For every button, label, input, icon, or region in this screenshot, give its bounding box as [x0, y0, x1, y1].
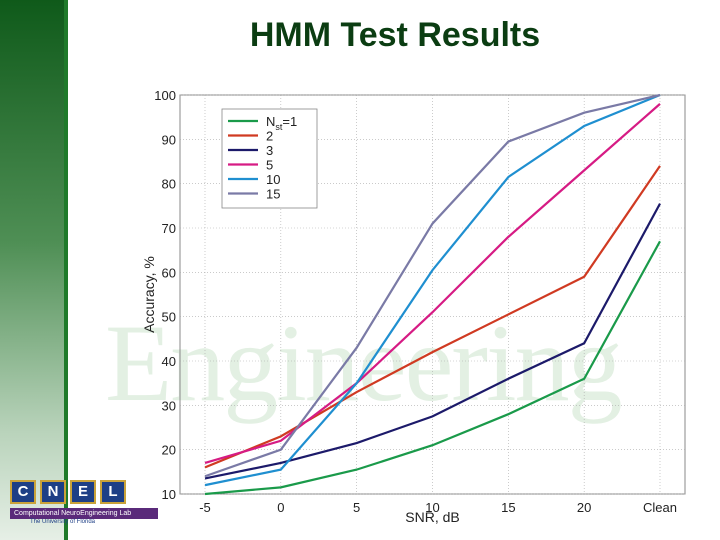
y-tick-label: 100	[154, 88, 176, 103]
y-tick-label: 70	[162, 221, 176, 236]
legend-label: 10	[266, 172, 280, 187]
watermark-text: Engineering	[105, 302, 623, 424]
y-axis-label: Accuracy, %	[141, 256, 157, 333]
legend-label: 2	[266, 129, 273, 144]
x-tick-label: -5	[199, 500, 211, 515]
series-line	[204, 93, 661, 487]
x-tick-label: 0	[277, 500, 284, 515]
y-tick-label: 80	[162, 177, 176, 192]
slide-title: HMM Test Results	[249, 16, 541, 54]
y-tick-label: 60	[162, 265, 176, 280]
legend-box	[221, 108, 318, 209]
logo-letters: C N E L	[10, 480, 170, 504]
sidebar-gradient	[0, 0, 64, 540]
logo-letter: C	[10, 480, 36, 504]
x-tick-label: 10	[425, 500, 439, 515]
y-tick-label: 50	[162, 310, 176, 325]
legend-label: 15	[266, 187, 280, 202]
y-tick-label: 90	[162, 132, 176, 147]
x-tick-label: 5	[353, 500, 360, 515]
logo-letter: L	[100, 480, 126, 504]
legend-label: Nst=1	[266, 114, 297, 132]
y-tick-label: 40	[162, 354, 176, 369]
logo-letter: E	[70, 480, 96, 504]
series-line	[204, 165, 661, 469]
series-line	[204, 240, 661, 496]
logo-letter: N	[40, 480, 66, 504]
x-tick-label: 15	[501, 500, 515, 515]
series-line	[204, 203, 661, 480]
x-tick-label: 20	[577, 500, 591, 515]
x-axis-label: SNR, dB	[405, 509, 459, 525]
legend-label: 5	[266, 158, 273, 173]
legend-label: 3	[266, 143, 273, 158]
y-tick-label: 10	[162, 487, 176, 502]
series-line	[204, 103, 661, 465]
logo-banner: Computational NeuroEngineering Lab	[10, 508, 158, 519]
cnel-logo: C N E L Computational NeuroEngineering L…	[10, 480, 170, 536]
x-tick-label: Clean	[643, 500, 677, 515]
y-tick-label: 30	[162, 398, 176, 413]
logo-subtitle: The University of Florida	[30, 519, 96, 525]
sidebar-rule	[64, 0, 68, 540]
series-line	[204, 93, 661, 478]
y-tick-label: 20	[162, 443, 176, 458]
